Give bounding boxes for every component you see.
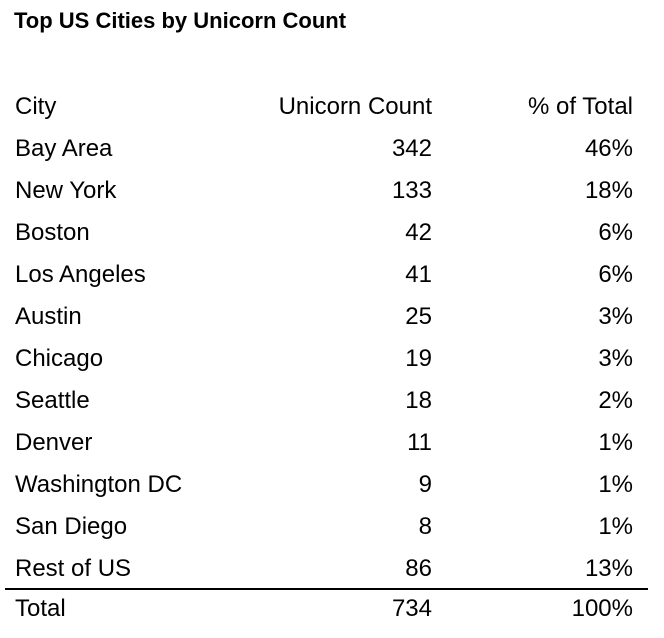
- table-row: Austin 25 3%: [0, 296, 664, 338]
- percent-cell: 100%: [571, 595, 633, 622]
- count-cell: 41: [405, 261, 432, 288]
- percent-cell: 6%: [598, 261, 633, 288]
- percent-cell: 1%: [598, 429, 633, 456]
- percent-cell: 2%: [598, 387, 633, 414]
- city-cell: New York: [15, 177, 117, 204]
- city-cell: City: [15, 93, 57, 120]
- header-row: City Unicorn Count % of Total: [0, 86, 664, 128]
- city-cell: Denver: [15, 429, 93, 456]
- percent-cell: 1%: [598, 471, 633, 498]
- city-cell: Seattle: [15, 387, 90, 414]
- city-cell: San Diego: [15, 513, 128, 540]
- table-row: Rest of US 86 13%: [0, 548, 664, 590]
- table-row: Seattle 18 2%: [0, 380, 664, 422]
- city-cell: Bay Area: [15, 135, 113, 162]
- percent-cell: 1%: [598, 513, 633, 540]
- total-divider: [5, 588, 648, 590]
- percent-cell: 3%: [598, 345, 633, 372]
- count-cell: 25: [405, 303, 432, 330]
- table-row: Boston 42 6%: [0, 212, 664, 254]
- percent-cell: 6%: [598, 219, 633, 246]
- city-cell: Boston: [15, 219, 90, 246]
- count-cell: 18: [405, 387, 432, 414]
- percent-cell: 3%: [598, 303, 633, 330]
- count-cell: 133: [391, 177, 432, 204]
- table-row: Denver 11 1%: [0, 422, 664, 464]
- city-cell: Chicago: [15, 345, 104, 372]
- count-cell: 734: [391, 595, 432, 622]
- total-row: Total 734 100%: [0, 588, 664, 630]
- count-cell: 8: [418, 513, 432, 540]
- percent-cell: % of Total: [528, 93, 633, 120]
- table-row: Los Angeles 41 6%: [0, 254, 664, 296]
- city-cell: Washington DC: [15, 471, 183, 498]
- percent-cell: 46%: [584, 135, 633, 162]
- percent-cell: 18%: [584, 177, 633, 204]
- percent-cell: 13%: [584, 555, 633, 582]
- count-cell: 19: [405, 345, 432, 372]
- city-cell: Los Angeles: [15, 261, 146, 288]
- table-row: Bay Area 342 46%: [0, 128, 664, 170]
- count-cell: 86: [405, 555, 432, 582]
- city-cell: Rest of US: [15, 555, 132, 582]
- table-row: New York 133 18%: [0, 170, 664, 212]
- count-cell: 42: [405, 219, 432, 246]
- city-cell: Austin: [15, 303, 82, 330]
- count-cell: 342: [391, 135, 432, 162]
- count-cell: 11: [407, 429, 432, 456]
- table-title: Top US Cities by Unicorn Count: [14, 8, 347, 33]
- table-row: Washington DC 9 1%: [0, 464, 664, 506]
- table-row: Chicago 19 3%: [0, 338, 664, 380]
- count-cell: Unicorn Count: [278, 93, 432, 120]
- count-cell: 9: [418, 471, 432, 498]
- city-cell: Total: [15, 595, 66, 622]
- table-row: San Diego 8 1%: [0, 506, 664, 548]
